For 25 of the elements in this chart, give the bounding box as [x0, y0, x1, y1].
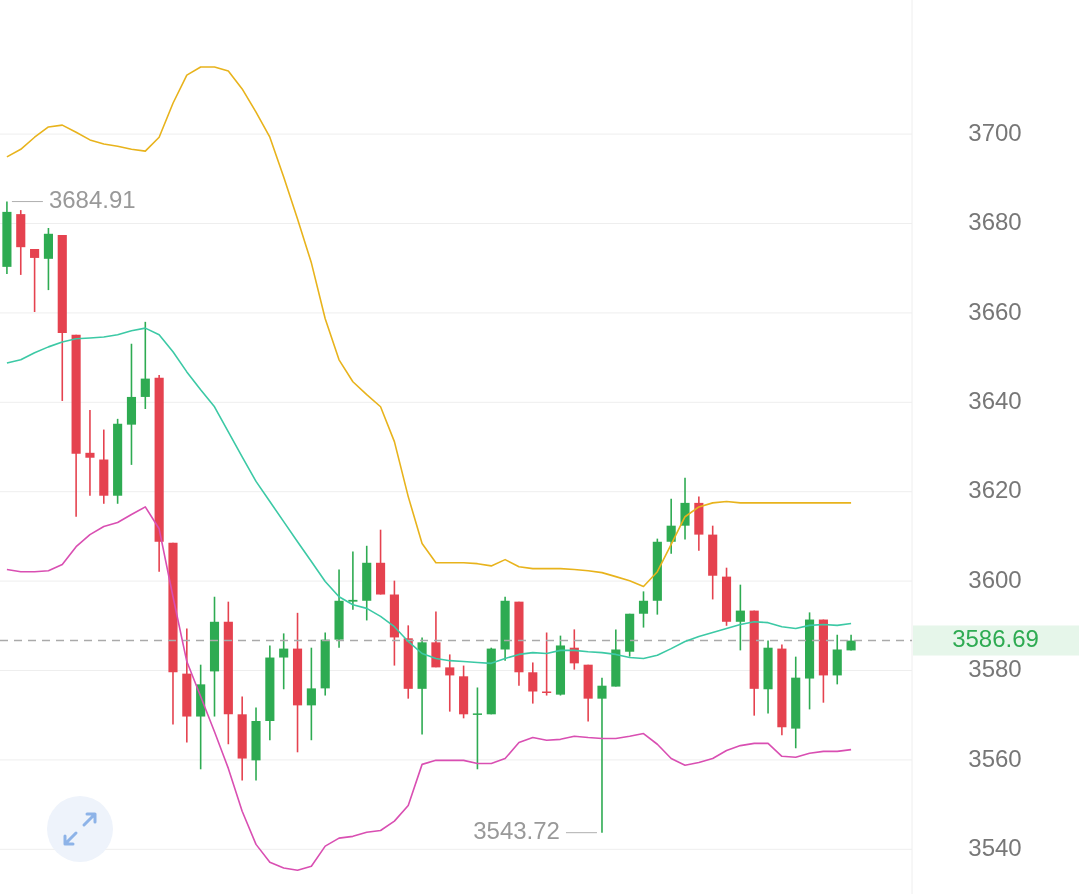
y-tick-label: 3540	[968, 833, 1022, 861]
candlestick	[472, 686, 482, 771]
y-tick-label: 3560	[968, 744, 1022, 772]
y-tick-label: 3620	[968, 476, 1022, 504]
y-tick-label: 3580	[968, 655, 1022, 683]
candlestick	[445, 653, 455, 713]
candlestick	[279, 632, 289, 691]
candlestick	[528, 661, 538, 705]
annotation: 3684.91	[48, 186, 136, 214]
candlestick	[638, 590, 649, 629]
y-tick-label: 3600	[968, 565, 1022, 593]
y-tick-label: 3660	[968, 297, 1022, 325]
ref-line-label: 3586.69	[952, 625, 1039, 653]
candlestick	[597, 676, 607, 834]
candlestick	[85, 409, 95, 497]
candlestick	[306, 646, 316, 742]
y-tick-label: 3700	[968, 118, 1022, 146]
candlestick	[140, 321, 150, 410]
candlestick	[680, 477, 690, 541]
candlestick	[30, 248, 40, 313]
candlestick	[735, 583, 745, 652]
candlestick	[348, 550, 358, 611]
annotation: 3543.72	[473, 817, 560, 845]
y-tick-label: 3640	[968, 386, 1022, 414]
y-tick-label: 3680	[968, 208, 1022, 236]
